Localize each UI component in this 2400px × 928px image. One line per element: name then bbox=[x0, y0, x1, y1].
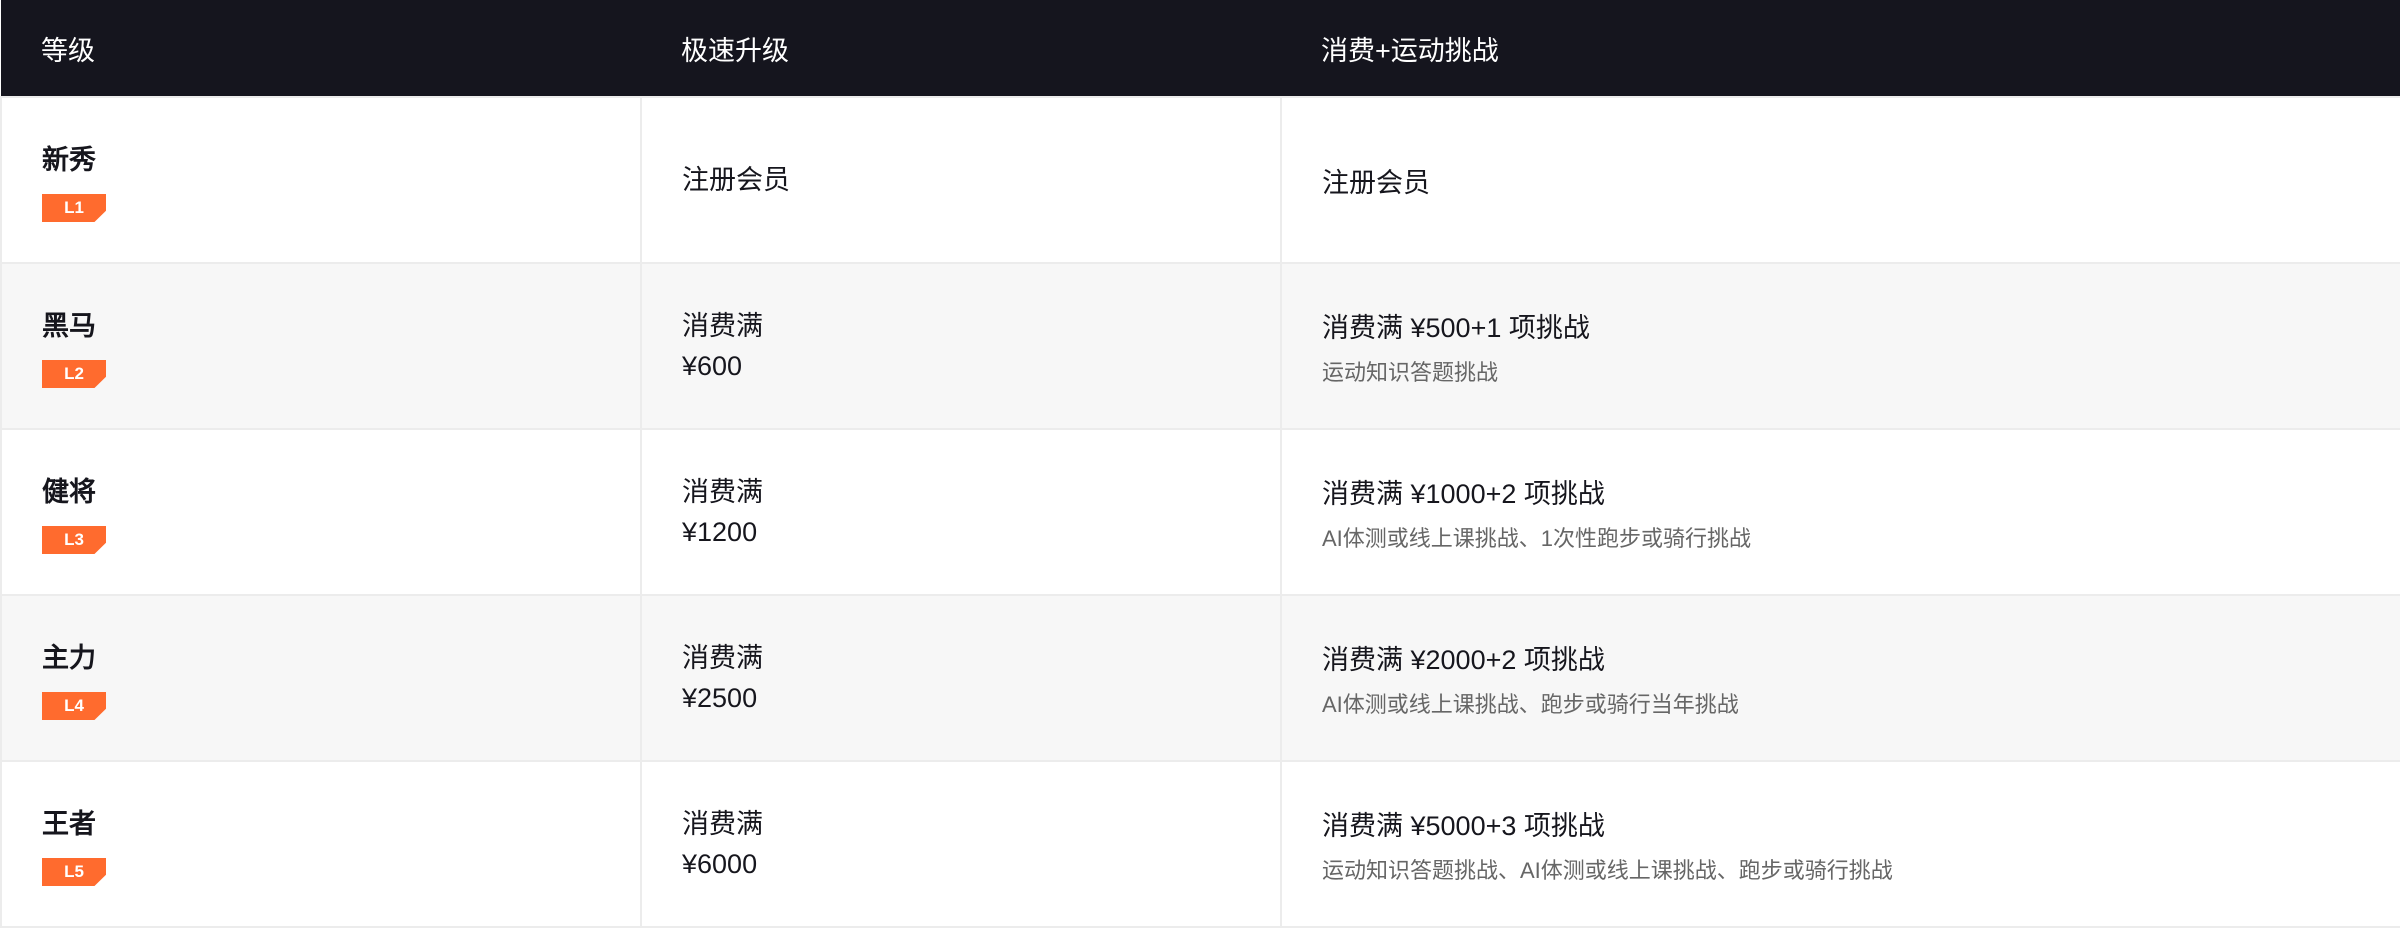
level-name: 新秀 bbox=[42, 145, 96, 175]
level-badge: L3 bbox=[42, 526, 106, 554]
fast-upgrade-line: ¥2500 bbox=[682, 683, 758, 713]
fast-upgrade-line: ¥1200 bbox=[682, 517, 758, 547]
challenge-detail: 运动知识答题挑战、AI体测或线上课挑战、跑步或骑行挑战 bbox=[1322, 857, 1893, 883]
challenge-cell: 消费满 ¥5000+3 项挑战 运动知识答题挑战、AI体测或线上课挑战、跑步或骑… bbox=[1280, 760, 2400, 928]
fast-upgrade-line: 消费满 bbox=[682, 643, 763, 673]
fast-upgrade-cell: 注册会员 bbox=[640, 96, 1282, 264]
table-row: 王者 L5 消费满 ¥6000 消费满 ¥5000+3 项挑战 运动知识答题挑战、… bbox=[0, 760, 2400, 928]
fast-upgrade-cell: 消费满 ¥600 bbox=[640, 262, 1282, 430]
level-badge: L4 bbox=[42, 692, 106, 720]
table-row: 健将 L3 消费满 ¥1200 消费满 ¥1000+2 项挑战 AI体测或线上课挑… bbox=[0, 428, 2400, 596]
header-fast-upgrade: 极速升级 bbox=[641, 0, 1281, 97]
challenge-text: 注册会员 bbox=[1322, 167, 1430, 198]
challenge-detail: 运动知识答题挑战 bbox=[1322, 359, 1499, 385]
fast-upgrade-line: 注册会员 bbox=[682, 165, 790, 195]
challenge-cell: 注册会员 bbox=[1280, 96, 2400, 264]
challenge-cell: 消费满 ¥500+1 项挑战 运动知识答题挑战 bbox=[1280, 262, 2400, 430]
challenge-text: 消费满 ¥2000+2 项挑战 bbox=[1322, 644, 1605, 675]
challenge-cell: 消费满 ¥2000+2 项挑战 AI体测或线上课挑战、跑步或骑行当年挑战 bbox=[1280, 594, 2400, 762]
challenge-text: 消费满 ¥5000+3 项挑战 bbox=[1322, 810, 1605, 841]
challenge-detail: AI体测或线上课挑战、1次性跑步或骑行挑战 bbox=[1322, 525, 1752, 551]
level-cell: 健将 L3 bbox=[0, 428, 642, 596]
level-name: 黑马 bbox=[42, 311, 96, 341]
level-cell: 黑马 L2 bbox=[0, 262, 642, 430]
challenge-text: 消费满 ¥500+1 项挑战 bbox=[1322, 312, 1590, 343]
challenge-cell: 消费满 ¥1000+2 项挑战 AI体测或线上课挑战、1次性跑步或骑行挑战 bbox=[1280, 428, 2400, 596]
level-name: 王者 bbox=[42, 809, 96, 839]
fast-upgrade-line: 消费满 bbox=[682, 477, 763, 507]
level-badge: L2 bbox=[42, 360, 106, 388]
table-row: 新秀 L1 注册会员 注册会员 bbox=[0, 96, 2400, 264]
fast-upgrade-line: ¥6000 bbox=[682, 849, 758, 879]
level-cell: 王者 L5 bbox=[0, 760, 642, 928]
fast-upgrade-line: 消费满 bbox=[682, 809, 763, 839]
header-challenge: 消费+运动挑战 bbox=[1281, 0, 2400, 97]
level-badge: L1 bbox=[42, 194, 106, 222]
challenge-text: 消费满 ¥1000+2 项挑战 bbox=[1322, 478, 1605, 509]
table-header-row: 等级 极速升级 消费+运动挑战 bbox=[1, 0, 2400, 97]
fast-upgrade-line: 消费满 bbox=[682, 311, 763, 341]
level-cell: 新秀 L1 bbox=[0, 96, 642, 264]
level-badge: L5 bbox=[42, 858, 106, 886]
header-level: 等级 bbox=[1, 0, 641, 97]
fast-upgrade-cell: 消费满 ¥1200 bbox=[640, 428, 1282, 596]
level-name: 主力 bbox=[42, 643, 96, 673]
level-name: 健将 bbox=[42, 477, 96, 507]
fast-upgrade-cell: 消费满 ¥6000 bbox=[640, 760, 1282, 928]
fast-upgrade-cell: 消费满 ¥2500 bbox=[640, 594, 1282, 762]
table-row: 主力 L4 消费满 ¥2500 消费满 ¥2000+2 项挑战 AI体测或线上课挑… bbox=[0, 594, 2400, 762]
challenge-detail: AI体测或线上课挑战、跑步或骑行当年挑战 bbox=[1322, 691, 1739, 717]
fast-upgrade-line: ¥600 bbox=[682, 351, 743, 381]
table-row: 黑马 L2 消费满 ¥600 消费满 ¥500+1 项挑战 运动知识答题挑战 bbox=[0, 262, 2400, 430]
level-cell: 主力 L4 bbox=[0, 594, 642, 762]
